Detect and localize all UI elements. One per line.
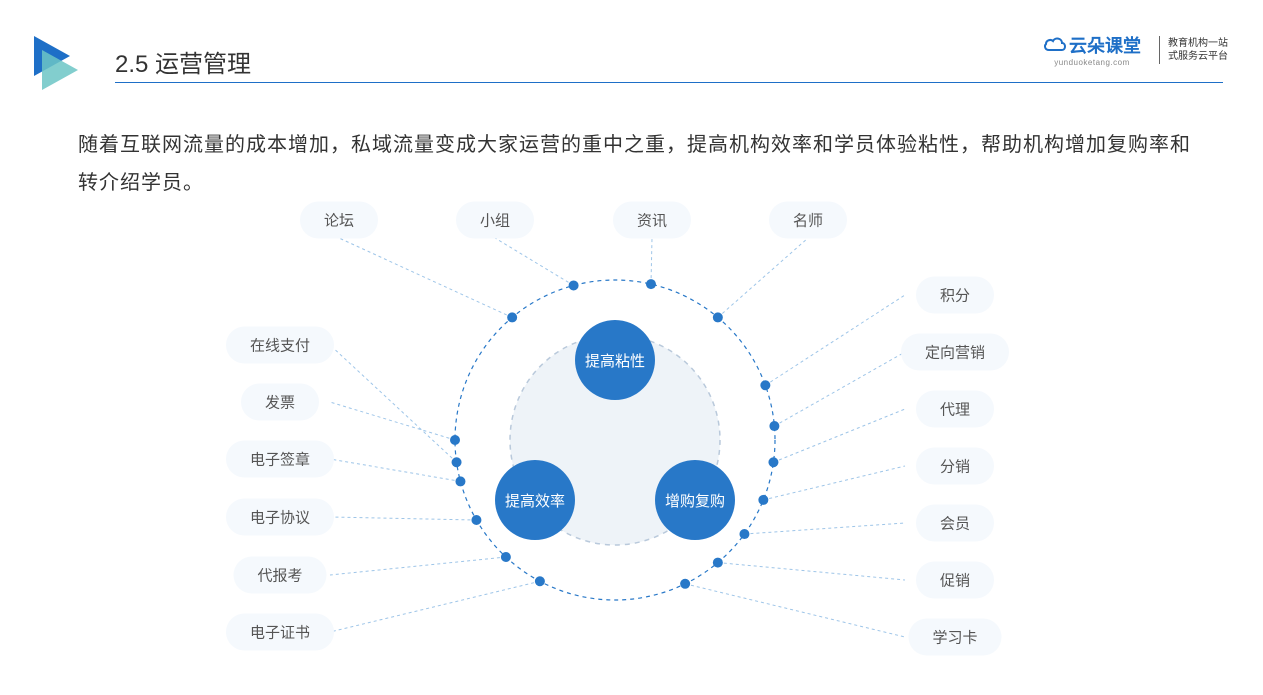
cloud-icon [1043, 36, 1067, 54]
title-underline [115, 82, 1223, 83]
center-node: 提高粘性 [575, 320, 655, 400]
page-title: 2.5 运营管理 [115, 44, 251, 79]
logo-divider [1159, 36, 1160, 64]
feature-pill: 论坛 [300, 202, 378, 239]
feature-pill: 代理 [916, 391, 994, 428]
feature-pill: 代报考 [233, 557, 326, 594]
center-node: 增购复购 [655, 460, 735, 540]
brand-name: 云朵课堂 [1069, 32, 1141, 58]
feature-pill: 名师 [769, 202, 847, 239]
feature-pill: 定向营销 [901, 334, 1009, 371]
feature-pill: 在线支付 [226, 327, 334, 364]
feature-pill: 学习卡 [908, 619, 1001, 656]
brand-tagline: 教育机构一站 式服务云平台 [1168, 37, 1228, 63]
brand-logo: 云朵课堂 yunduoketang.com 教育机构一站 式服务云平台 [1043, 32, 1228, 67]
feature-pill: 资讯 [613, 202, 691, 239]
feature-pill: 电子证书 [226, 614, 334, 651]
feature-pill: 积分 [916, 277, 994, 314]
feature-pill: 促销 [916, 562, 994, 599]
play-icon [30, 32, 82, 95]
brand-domain: yunduoketang.com [1054, 58, 1130, 67]
center-node: 提高效率 [495, 460, 575, 540]
feature-pill: 小组 [456, 202, 534, 239]
section-number: 2.5 [115, 51, 148, 78]
feature-pill: 会员 [916, 505, 994, 542]
feature-pill: 电子协议 [226, 499, 334, 536]
operations-diagram: 论坛 小组 资讯 名师在线支付发票电子签章电子协议代报考电子证书 积分定向营销代理分销会… [0, 195, 1263, 695]
feature-pill: 电子签章 [226, 441, 334, 478]
feature-pill: 分销 [916, 448, 994, 485]
description-text: 随着互联网流量的成本增加，私域流量变成大家运营的重中之重，提高机构效率和学员体验… [78, 126, 1203, 202]
section-title: 运营管理 [155, 51, 251, 78]
feature-pill: 发票 [241, 384, 319, 421]
